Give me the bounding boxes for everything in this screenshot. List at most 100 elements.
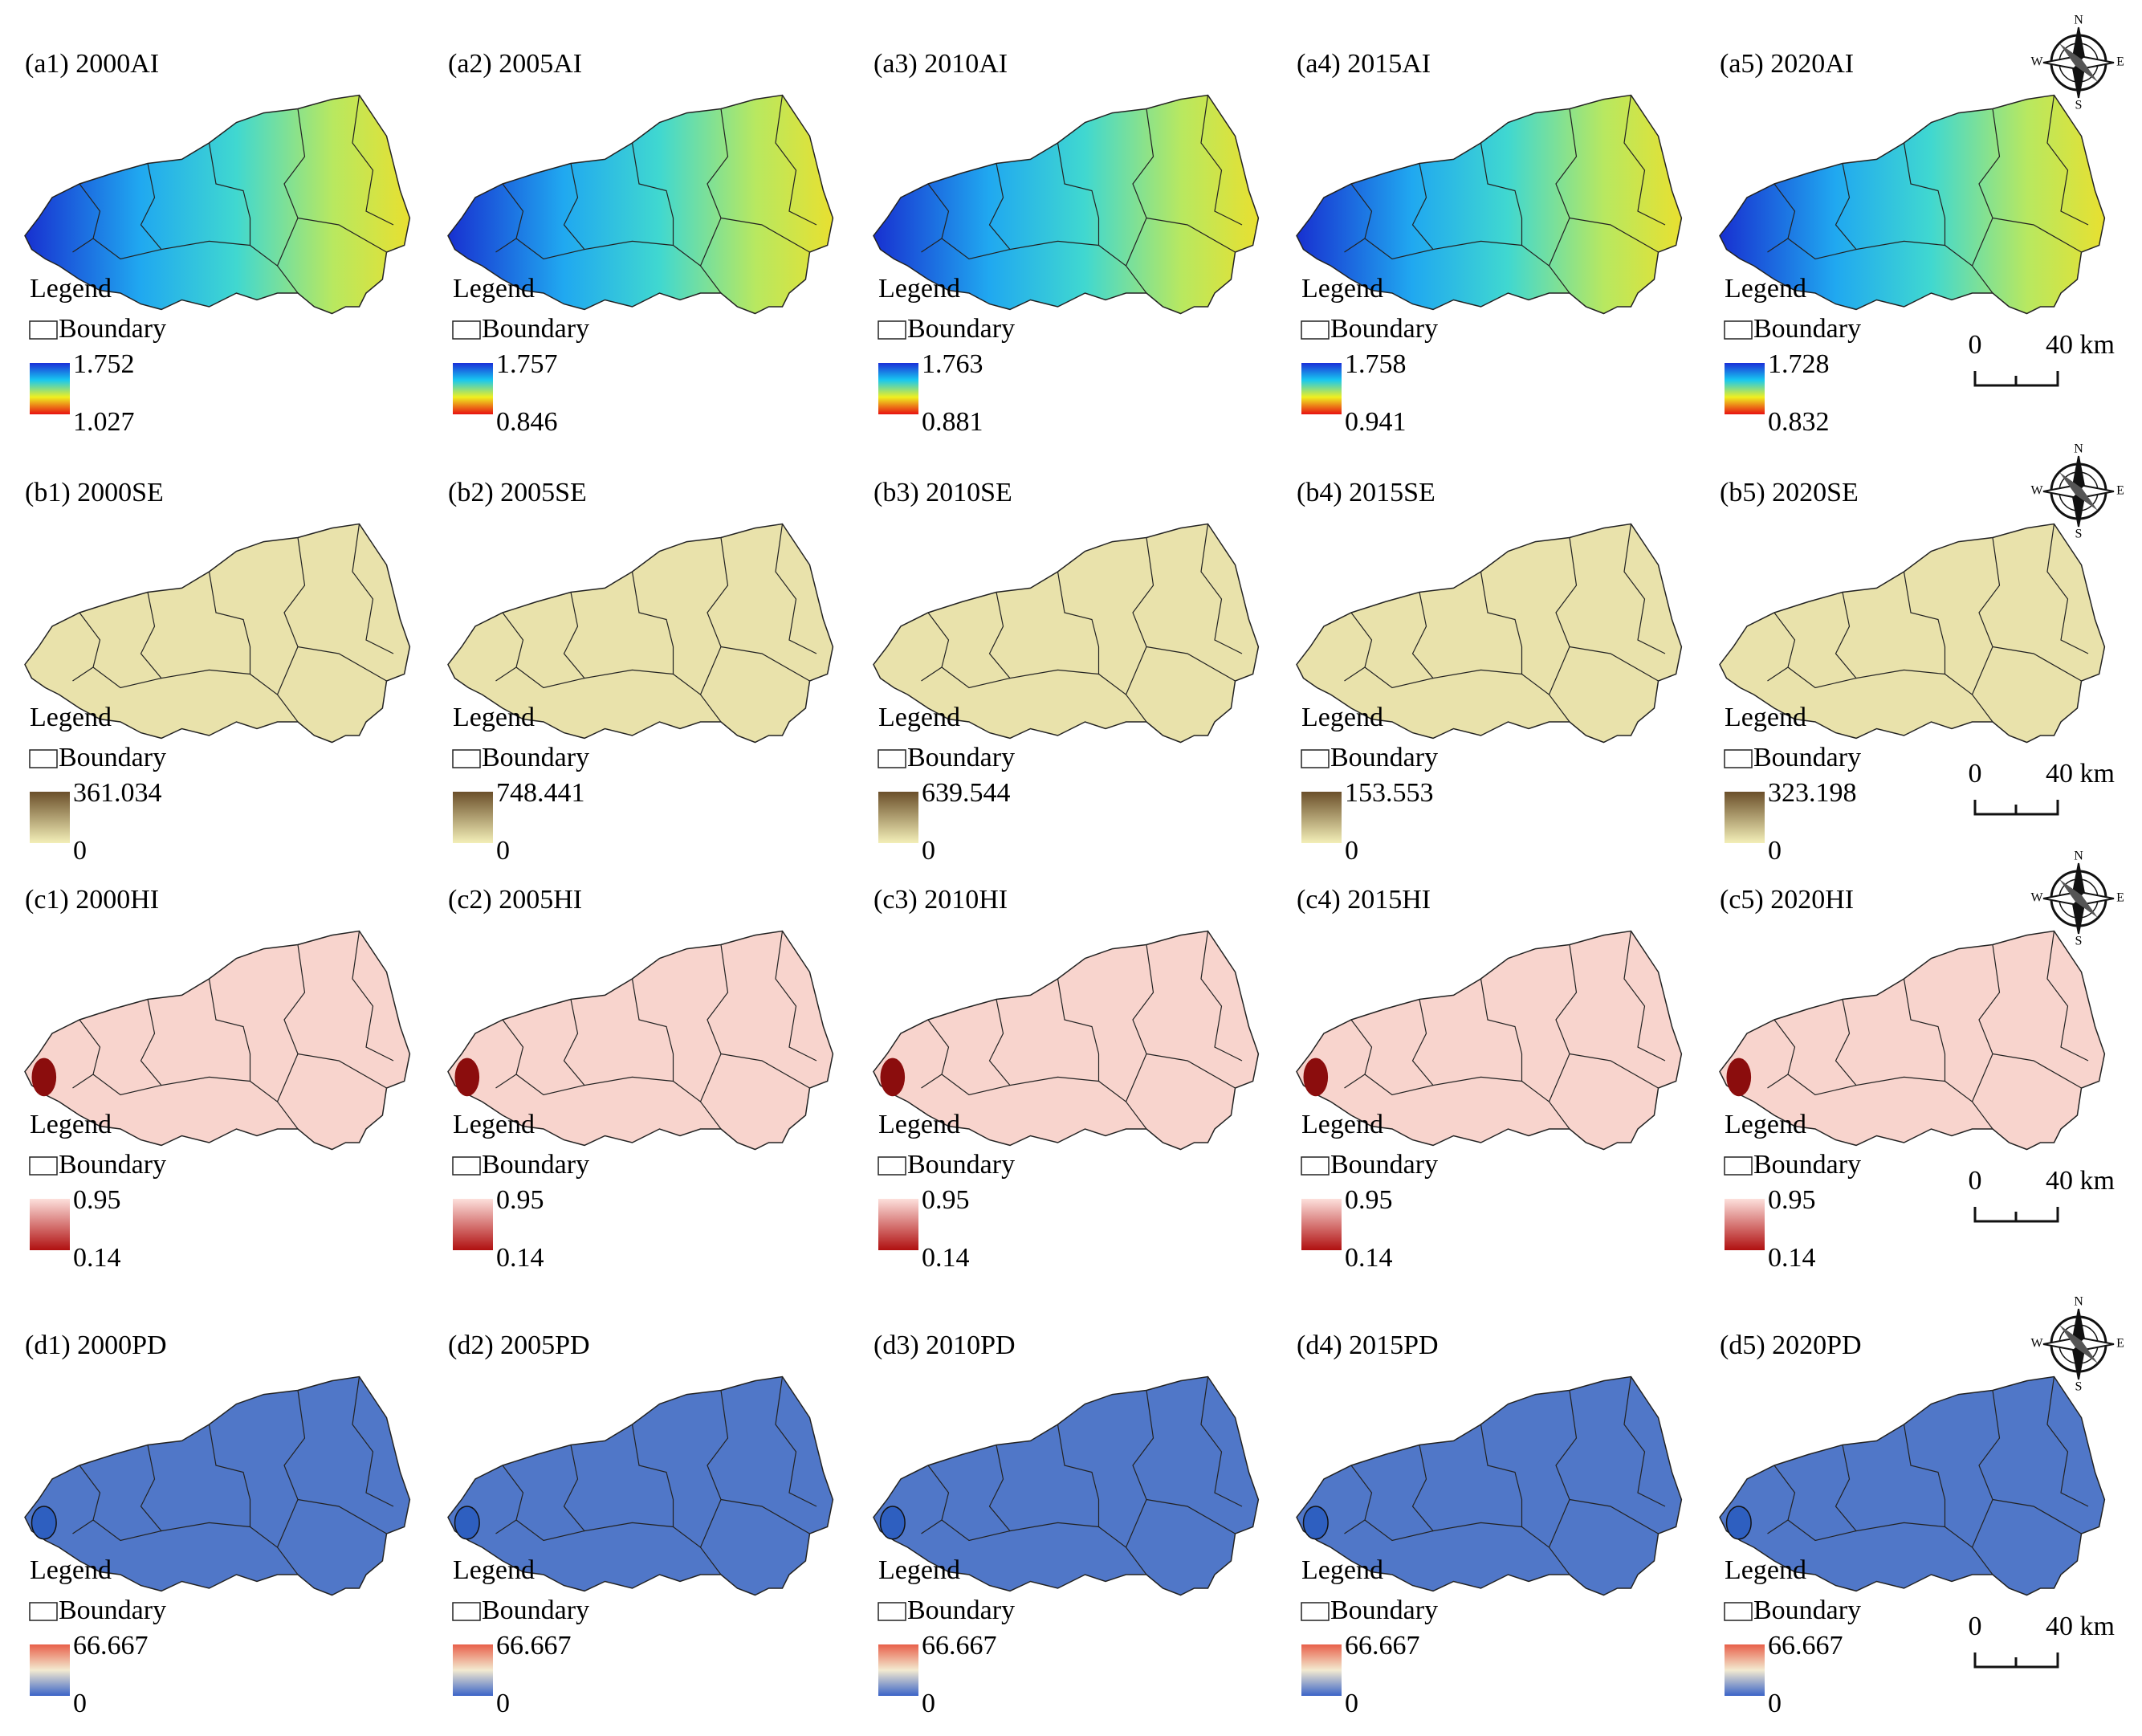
panel: (c4) 2015HI Legend Boundary 0.95 0.14 — [1296, 885, 1683, 1273]
district-boundary — [699, 1390, 729, 1548]
legend-title: Legend — [878, 1110, 960, 1139]
district-boundary — [208, 571, 251, 674]
legend-title: Legend — [1725, 703, 1806, 732]
map — [1296, 930, 1683, 1151]
panel-title: (d4) 2015PD — [1297, 1331, 1439, 1360]
map — [24, 930, 411, 1151]
map — [447, 1375, 834, 1596]
scale-bar: 0 40 km — [1969, 330, 2115, 387]
compass-star — [2059, 1325, 2098, 1363]
district-boundary — [1992, 1498, 2082, 1534]
color-ramp — [1725, 792, 1765, 843]
boundary-swatch — [29, 1156, 58, 1176]
panel-title: (d1) 2000PD — [25, 1331, 167, 1360]
district-boundary — [563, 163, 722, 294]
map — [1719, 1375, 2106, 1596]
district-boundary — [1903, 142, 1946, 246]
panel-title: (d3) 2010PD — [873, 1331, 1016, 1360]
district-boundary — [1480, 571, 1523, 674]
ramp-min: 0.846 — [496, 407, 558, 437]
legend-boundary: Boundary — [1330, 1595, 1438, 1625]
ramp-min: 0 — [922, 1689, 935, 1718]
urban-core — [454, 1057, 480, 1097]
panel: (d4) 2015PD Legend Boundary 66.667 0 — [1296, 1331, 1683, 1718]
scale-start: 0 — [1969, 1612, 1982, 1641]
map — [1719, 930, 2106, 1151]
district-boundary — [352, 524, 394, 654]
district-boundary — [1364, 238, 1434, 260]
ramp-min: 1.027 — [73, 407, 135, 437]
compass-star — [2059, 43, 2098, 82]
district-boundary — [699, 944, 729, 1102]
ramp-max: 0.95 — [496, 1185, 544, 1215]
district-boundary — [1623, 1376, 1666, 1507]
district-boundary — [1200, 931, 1243, 1062]
district-boundary — [515, 666, 585, 689]
compass-e: E — [2116, 484, 2124, 498]
district-boundary — [297, 646, 387, 682]
district-boundary — [1787, 238, 1857, 260]
scale-start: 0 — [1969, 759, 1982, 789]
district-boundary — [775, 95, 817, 226]
panel: (b4) 2015SE Legend Boundary 153.553 0 — [1296, 478, 1683, 866]
compass-e: E — [2116, 55, 2124, 69]
boundary-swatch — [29, 1602, 58, 1621]
panel: (d1) 2000PD Legend Boundary 66.667 0 — [24, 1331, 411, 1718]
map — [1296, 1375, 1683, 1596]
district-boundary — [1569, 217, 1659, 253]
legend-boundary: Boundary — [1330, 743, 1438, 772]
urban-core — [31, 1057, 57, 1097]
district-boundary — [1344, 183, 1373, 253]
district-boundary — [631, 571, 674, 674]
district-boundary — [1344, 612, 1373, 682]
district-boundary — [1548, 537, 1578, 695]
legend-title: Legend — [453, 1555, 535, 1585]
boundary-swatch — [1724, 320, 1753, 340]
district-boundary — [352, 1376, 394, 1507]
district-boundary — [720, 1053, 810, 1089]
district-boundary — [1992, 1053, 2082, 1089]
ramp-max: 748.441 — [496, 778, 585, 808]
district-boundary — [1835, 1445, 1993, 1575]
compass-s: S — [2075, 528, 2083, 541]
district-boundary — [1971, 1390, 2001, 1548]
district-boundary — [72, 1465, 101, 1534]
district-boundary — [699, 108, 729, 267]
map — [24, 523, 411, 744]
district-boundary — [1364, 1074, 1434, 1096]
district-boundary — [631, 978, 674, 1082]
legend-boundary: Boundary — [482, 314, 589, 344]
color-ramp — [1301, 792, 1342, 843]
panel: (d5) 2020PD Legend Boundary 66.667 0 — [1719, 1331, 2106, 1718]
district-boundary — [1146, 1053, 1236, 1089]
district-boundary — [720, 217, 810, 253]
district-boundary — [495, 1019, 524, 1089]
panel-title: (a2) 2005AI — [448, 49, 582, 79]
ramp-min: 0 — [1768, 836, 1782, 866]
legend-title: Legend — [1301, 274, 1383, 304]
district-boundary — [1200, 1376, 1243, 1507]
district-boundary — [720, 646, 810, 682]
boundary-swatch — [878, 749, 906, 768]
district-boundary — [352, 931, 394, 1062]
boundary-swatch — [1301, 320, 1330, 340]
district-boundary — [1125, 944, 1154, 1102]
district-boundary — [1411, 163, 1570, 294]
district-boundary — [631, 142, 674, 246]
panel-title: (a4) 2015AI — [1297, 49, 1431, 79]
district-boundary — [1364, 1519, 1434, 1542]
compass-s: S — [2075, 935, 2083, 948]
legend-title: Legend — [453, 703, 535, 732]
color-ramp — [1725, 1199, 1765, 1250]
boundary-swatch — [1301, 749, 1330, 768]
district-boundary — [1835, 592, 1993, 723]
compass-n: N — [2074, 442, 2083, 456]
urban-core — [1725, 1506, 1752, 1540]
panel: (a5) 2020AI Legend Boundary 1.728 0.832 — [1719, 49, 2106, 437]
panel: (b1) 2000SE Legend Boundary 361.034 0 — [24, 478, 411, 866]
district-boundary — [1569, 646, 1659, 682]
legend-boundary: Boundary — [1330, 314, 1438, 344]
district-boundary — [1344, 1465, 1373, 1534]
district-boundary — [1411, 592, 1570, 723]
scale-end: 40 km — [2046, 759, 2115, 789]
